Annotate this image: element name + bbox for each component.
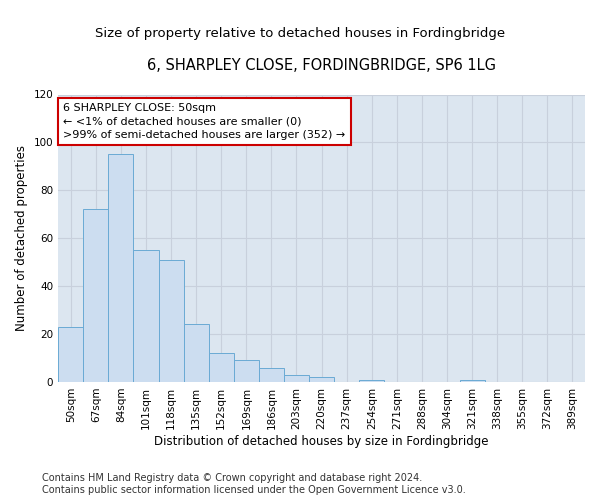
Bar [158,260,184,382]
X-axis label: Distribution of detached houses by size in Fordingbridge: Distribution of detached houses by size … [154,434,489,448]
Bar [133,250,158,382]
Bar [259,368,284,382]
Y-axis label: Number of detached properties: Number of detached properties [15,145,28,331]
Text: 6 SHARPLEY CLOSE: 50sqm
← <1% of detached houses are smaller (0)
>99% of semi-de: 6 SHARPLEY CLOSE: 50sqm ← <1% of detache… [64,103,346,140]
Bar [309,377,334,382]
Bar [58,327,83,382]
Bar [109,154,133,382]
Bar [284,375,309,382]
Bar [184,324,209,382]
Bar [359,380,385,382]
Text: Contains HM Land Registry data © Crown copyright and database right 2024.
Contai: Contains HM Land Registry data © Crown c… [42,474,466,495]
Bar [234,360,259,382]
Bar [209,353,234,382]
Text: Size of property relative to detached houses in Fordingbridge: Size of property relative to detached ho… [95,28,505,40]
Title: 6, SHARPLEY CLOSE, FORDINGBRIDGE, SP6 1LG: 6, SHARPLEY CLOSE, FORDINGBRIDGE, SP6 1L… [147,58,496,72]
Bar [83,210,109,382]
Bar [460,380,485,382]
